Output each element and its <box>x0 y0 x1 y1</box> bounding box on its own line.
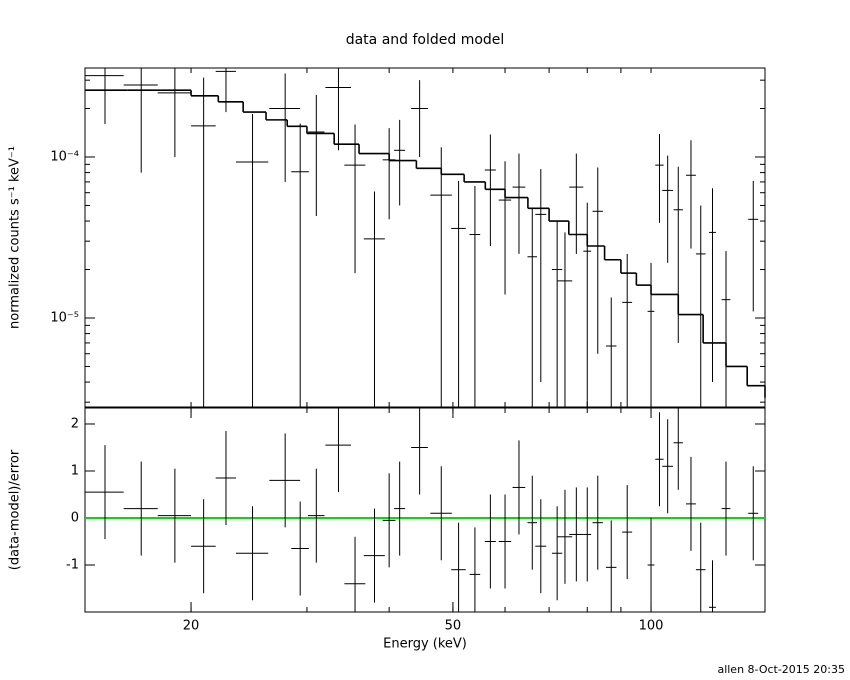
x-tick-label: 100 <box>639 619 664 634</box>
y-tick-label: 2 <box>71 416 79 431</box>
chart-title: data and folded model <box>346 32 505 48</box>
plot-frame <box>84 67 766 408</box>
y-axis-label: (data-model)/error <box>8 449 23 570</box>
x-tick-label: 50 <box>445 619 462 634</box>
y-tick-label: 10⁻⁵ <box>50 310 79 325</box>
plot-frame <box>84 407 766 613</box>
y-tick-label: -1 <box>66 557 79 572</box>
footer: allen 8-Oct-2015 20:35 <box>717 663 845 676</box>
x-axis-label: Energy (keV) <box>383 637 467 652</box>
y-tick-label: 1 <box>71 463 79 478</box>
x-tick-label: 20 <box>183 619 200 634</box>
y-axis-label: normalized counts s⁻¹ keV⁻¹ <box>8 146 23 329</box>
y-tick-label: 0 <box>71 510 79 525</box>
y-tick-label: 10⁻⁴ <box>50 149 79 164</box>
